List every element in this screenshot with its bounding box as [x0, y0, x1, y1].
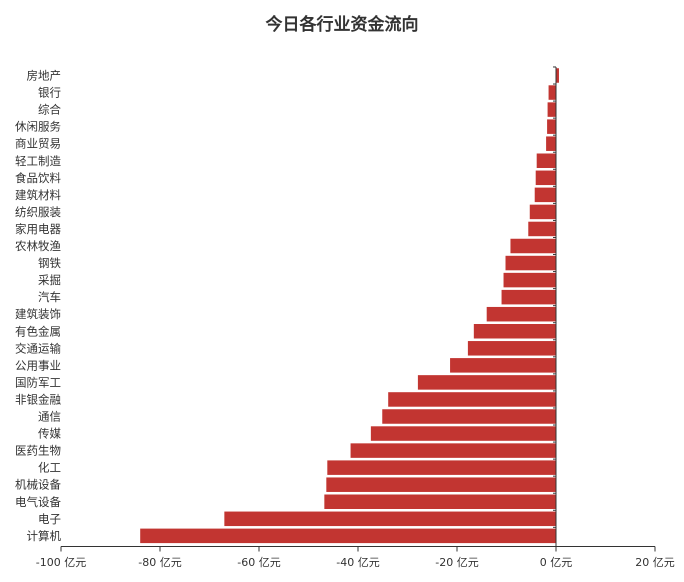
category-label: 交通运输 — [15, 341, 61, 355]
category-label: 传媒 — [38, 427, 61, 441]
category-label: 农林牧渔 — [15, 239, 61, 253]
bars-group — [140, 68, 559, 544]
bar-房地产 — [556, 68, 559, 83]
bar-机械设备 — [326, 477, 556, 492]
category-labels: 房地产银行综合休闲服务商业贸易轻工制造食品饮料建筑材料纺织服装家用电器农林牧渔钢… — [15, 69, 61, 543]
category-label: 汽车 — [38, 290, 61, 304]
category-label: 机械设备 — [15, 478, 61, 492]
x-tick-label: -40 亿元 — [336, 556, 379, 569]
bar-交通运输 — [467, 341, 556, 356]
category-label: 食品饮料 — [15, 171, 61, 185]
category-label: 综合 — [38, 103, 61, 117]
bar-商业贸易 — [546, 136, 556, 151]
category-label: 纺织服装 — [15, 205, 61, 219]
chart-title: 今日各行业资金流向 — [265, 15, 419, 35]
bar-非银金融 — [388, 392, 556, 407]
category-label: 轻工制造 — [15, 154, 61, 168]
category-label: 非银金融 — [15, 392, 61, 406]
bar-有色金属 — [473, 324, 556, 339]
bar-通信 — [382, 409, 556, 424]
bar-计算机 — [140, 528, 556, 544]
category-label: 有色金属 — [15, 324, 61, 338]
category-label: 电气设备 — [15, 495, 61, 509]
bar-轻工制造 — [536, 153, 556, 168]
category-label: 国防军工 — [15, 375, 61, 389]
x-tick-label: 0 亿元 — [540, 556, 573, 569]
bar-休闲服务 — [547, 119, 556, 134]
x-tick-label: 20 亿元 — [635, 556, 675, 569]
bar-综合 — [547, 102, 556, 117]
category-label: 电子 — [38, 512, 61, 526]
category-label: 化工 — [38, 461, 61, 475]
bar-家用电器 — [528, 221, 556, 237]
category-label: 建筑装饰 — [15, 307, 61, 321]
bar-国防军工 — [417, 375, 556, 390]
bar-食品饮料 — [535, 170, 556, 186]
x-tick-label: -80 亿元 — [138, 556, 181, 569]
x-tick-label: -20 亿元 — [435, 556, 478, 569]
category-label: 建筑材料 — [15, 188, 61, 202]
bar-公用事业 — [450, 358, 556, 373]
bar-建筑材料 — [534, 187, 556, 203]
x-tick-label: -100 亿元 — [36, 556, 86, 569]
category-label: 房地产 — [27, 69, 62, 83]
category-label: 休闲服务 — [15, 120, 61, 134]
category-label: 公用事业 — [15, 358, 61, 372]
category-label: 家用电器 — [15, 222, 61, 236]
bar-建筑装饰 — [486, 306, 556, 322]
category-label: 钢铁 — [38, 256, 61, 270]
x-axis: -100 亿元 -80 亿元 -60 亿元 -40 亿元 -20 亿元 0 亿元 20 亿元 — [36, 66, 675, 569]
bar-医药生物 — [350, 443, 556, 458]
category-label: 计算机 — [27, 529, 62, 543]
bar-电气设备 — [324, 494, 556, 509]
bar-钢铁 — [505, 255, 556, 271]
category-label: 通信 — [38, 410, 61, 424]
category-label: 医药生物 — [15, 444, 61, 458]
category-label: 商业贸易 — [15, 137, 61, 151]
bar-采掘 — [503, 272, 556, 288]
bar-纺织服装 — [529, 204, 556, 220]
category-label: 采掘 — [38, 273, 61, 287]
bar-电子 — [224, 511, 556, 527]
category-label: 银行 — [38, 86, 61, 100]
bar-银行 — [548, 85, 556, 100]
bar-传媒 — [370, 426, 556, 441]
bar-汽车 — [501, 289, 556, 305]
bar-化工 — [327, 460, 556, 475]
bar-农林牧渔 — [510, 238, 556, 254]
x-tick-label: -60 亿元 — [237, 556, 280, 569]
